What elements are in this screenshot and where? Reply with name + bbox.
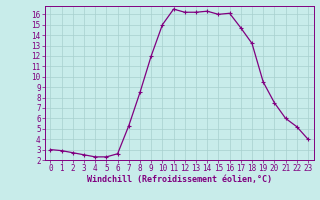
X-axis label: Windchill (Refroidissement éolien,°C): Windchill (Refroidissement éolien,°C) xyxy=(87,175,272,184)
